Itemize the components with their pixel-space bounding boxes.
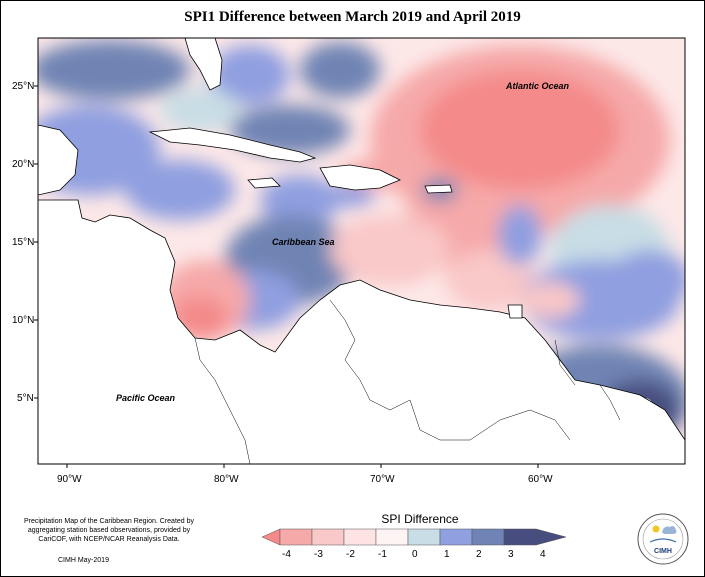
legend-swatch [261,528,281,546]
legend-tick: -1 [378,549,387,560]
legend-swatch [375,528,409,546]
spi-legend: -4 -3 -2 -1 0 1 2 3 4 [261,528,567,560]
map-border [37,37,686,465]
legend-tick: -2 [346,549,355,560]
legend-swatch [407,528,441,546]
cimh-logo: CIMH [637,513,689,565]
lon-label: 60°W [528,474,553,485]
atlantic-ocean-label: Atlantic Ocean [505,81,570,91]
legend-swatch [535,528,567,546]
lat-label: 15°N [12,237,34,248]
legend-tick: 0 [412,549,418,560]
wave-icon [649,538,677,543]
lon-label: 90°W [57,474,82,485]
caribbean-sea-label: Caribbean Sea [272,237,335,247]
legend-tick: 4 [540,549,546,560]
logo-text: CIMH [654,548,672,555]
legend-tick: 1 [444,549,450,560]
map-description: Precipitation Map of the Caribbean Regio… [23,518,195,543]
land-masses [38,38,685,464]
legend-swatch [311,528,345,546]
legend-tick: -3 [314,549,323,560]
lat-axis: 25°N 20°N 15°N 10°N 5°N [12,81,38,404]
legend-swatch [471,528,505,546]
legend-swatch [503,528,537,546]
sun-icon [652,525,660,533]
lon-axis: 90°W 80°W 70°W 60°W [57,464,553,485]
spi-field [38,38,685,464]
legend-tick: 3 [508,549,514,560]
legend-tick: 2 [476,549,482,560]
lat-label: 25°N [12,81,34,92]
pacific-ocean-label: Pacific Ocean [116,393,176,403]
map-title: SPI1 Difference between March 2019 and A… [184,9,521,25]
lat-label: 5°N [17,393,34,404]
legend-title: SPI Difference [381,512,459,526]
lon-label: 80°W [214,474,239,485]
lat-label: 10°N [12,315,34,326]
lon-label: 70°W [370,474,395,485]
legend-swatch [439,528,473,546]
map-credit: CIMH May-2019 [58,557,109,564]
legend-swatch [343,528,377,546]
legend-tick: -4 [282,549,291,560]
lat-label: 20°N [12,159,34,170]
cloud-icon [662,526,677,534]
legend-swatch [279,528,313,546]
country-borders [194,299,621,464]
